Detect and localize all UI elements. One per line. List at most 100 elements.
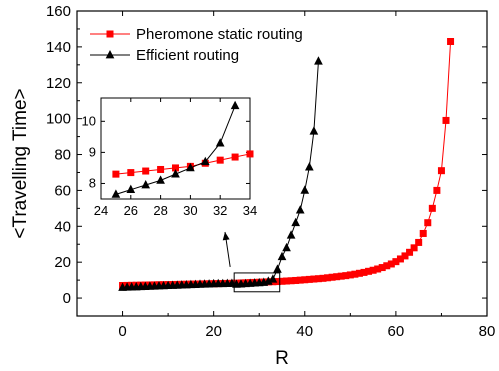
inset-data-point [126, 184, 136, 194]
inset-data-point [216, 156, 224, 164]
data-point [433, 186, 441, 194]
data-point [383, 262, 391, 270]
inset-plot: 24 26 28 30 32 34 8 9 10 [82, 97, 257, 268]
inset-data-point [156, 175, 165, 184]
y-tick-label: 160 [46, 3, 71, 20]
data-point [309, 126, 319, 135]
inset-data-point [200, 156, 210, 166]
data-point [419, 229, 427, 237]
legend-marker-2 [105, 50, 115, 59]
inset-x-tick-label: 32 [213, 203, 227, 218]
data-point [292, 276, 300, 284]
data-point [406, 248, 414, 256]
x-tick-label: 80 [479, 323, 496, 340]
data-point [447, 38, 455, 45]
legend: Pheromone static routing Efficient routin… [90, 26, 303, 64]
y-tick-label: 0 [63, 290, 71, 307]
inset-series-line-1 [115, 153, 251, 175]
data-point [310, 275, 318, 283]
data-point [424, 219, 432, 227]
data-point [346, 271, 354, 279]
inset-data-point [141, 180, 151, 189]
data-point [387, 260, 395, 268]
inset-data-point [246, 150, 254, 158]
data-point [291, 217, 301, 227]
data-point [278, 277, 286, 285]
legend-label-1: Pheromone static routing [136, 26, 303, 43]
inset-x-tick-label: 26 [124, 203, 138, 218]
inset-frame [100, 97, 251, 200]
y-tick-label: 100 [46, 111, 71, 128]
data-point [374, 265, 382, 273]
data-point [273, 264, 282, 273]
data-point [392, 258, 400, 266]
data-point [273, 278, 281, 286]
inset-data-point [171, 169, 180, 178]
data-point [355, 269, 363, 277]
inset-data-point [186, 162, 195, 172]
x-tick-label: 60 [388, 323, 405, 340]
data-point [328, 273, 336, 281]
y-tick-label: 120 [46, 75, 71, 92]
y-tick-label: 140 [46, 39, 71, 56]
data-point [369, 266, 377, 274]
inset-data-point [230, 100, 240, 110]
inset-y-tick-label: 9 [89, 144, 96, 159]
y-axis-title: <Travelling Time> [10, 88, 31, 238]
data-point [286, 230, 296, 239]
x-tick-label: 40 [296, 323, 313, 340]
data-point [365, 267, 373, 275]
main-plot: 0 20 40 60 80 0 20 40 60 80 100 120 140 160 R <Travelli… [10, 3, 495, 369]
x-tick-label: 20 [205, 323, 222, 340]
y-tick-label: 20 [54, 254, 71, 271]
data-point [319, 274, 327, 282]
zoom-arrow-head [222, 232, 230, 241]
data-point [396, 255, 404, 263]
inset-data-point [112, 170, 120, 178]
data-point [301, 276, 309, 284]
data-point [314, 275, 322, 283]
data-point [351, 270, 359, 278]
data-point [296, 276, 304, 284]
data-point [305, 275, 313, 283]
inset-data-point [157, 165, 165, 173]
inset-data-point [215, 138, 225, 147]
data-point [287, 277, 295, 285]
data-point [300, 185, 310, 194]
y-tick-label: 40 [54, 218, 71, 235]
data-point [295, 205, 305, 214]
inset-x-tick-label: 24 [94, 203, 108, 218]
data-point [314, 56, 323, 65]
data-point [283, 277, 291, 285]
data-point [277, 251, 287, 261]
data-point [263, 276, 273, 285]
data-point [324, 274, 332, 282]
data-point [415, 238, 423, 246]
data-point [282, 242, 291, 252]
legend-label-2: Efficient routing [136, 47, 239, 64]
data-point [410, 244, 418, 252]
inset-x-tick-label: 28 [153, 203, 167, 218]
data-point [401, 252, 409, 260]
data-point [337, 272, 345, 280]
inset-y-tick-label: 10 [82, 113, 96, 128]
zoom-region-box [233, 272, 281, 293]
data-point [342, 272, 350, 280]
data-point [360, 268, 368, 276]
inset-x-tick-label: 34 [243, 203, 257, 218]
data-point [428, 204, 436, 212]
inset-x-tick-label: 30 [183, 203, 197, 218]
legend-marker-1 [106, 30, 114, 38]
data-point [378, 264, 386, 272]
y-tick-label: 80 [54, 147, 71, 164]
inset-data-point [172, 164, 179, 172]
data-point [442, 116, 450, 124]
x-tick-label: 0 [118, 323, 126, 340]
inset-data-point [231, 153, 239, 161]
data-point [437, 167, 445, 175]
x-axis-title: R [275, 348, 289, 369]
inset-data-point [127, 169, 135, 177]
inset-data-point [142, 167, 150, 175]
inset-data-point [111, 189, 121, 198]
plot-frame [76, 10, 488, 317]
